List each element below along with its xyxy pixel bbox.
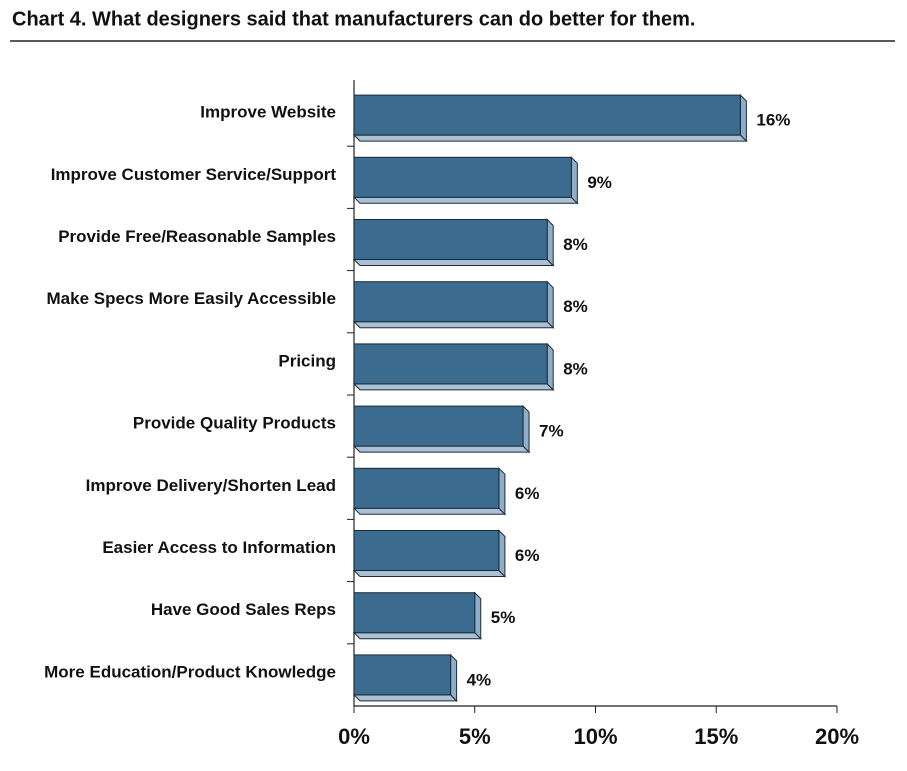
y-tick-label: Improve Website (200, 103, 336, 122)
bar-bottom-face (352, 694, 458, 702)
bar (353, 530, 500, 571)
bar-side-face (498, 467, 506, 516)
bar-bottom-face (352, 321, 555, 329)
bar-side-face (570, 156, 578, 205)
value-label: 5% (491, 608, 516, 627)
y-tick-label: Improve Customer Service/Support (51, 165, 337, 184)
y-tick-label: Improve Delivery/Shorten Lead (86, 476, 336, 495)
value-label: 4% (467, 670, 492, 689)
bar-bottom-face (352, 134, 748, 142)
bar-bottom-face (352, 570, 507, 577)
y-tick-label: Pricing (278, 351, 336, 370)
y-tick-label: More Education/Product Knowledge (44, 662, 336, 681)
value-label: 6% (515, 484, 540, 503)
bar (353, 156, 572, 198)
y-tick-label: Make Specs More Easily Accessible (47, 289, 336, 308)
bar (353, 343, 548, 385)
x-tick-label: 0% (338, 724, 370, 749)
bar-side-face (546, 280, 554, 329)
bar (353, 405, 524, 447)
bar-bottom-face (352, 632, 482, 640)
bar-bottom-face (352, 259, 555, 266)
bar (353, 592, 476, 634)
bar (353, 467, 500, 509)
value-label: 7% (539, 422, 564, 441)
value-label: 16% (756, 111, 790, 130)
x-tick-label: 20% (815, 724, 859, 749)
x-tick-label: 15% (694, 724, 738, 749)
bar-side-face (546, 218, 554, 267)
value-label: 8% (563, 359, 588, 378)
y-tick-label: Easier Access to Information (102, 538, 336, 557)
x-tick-label: 10% (573, 724, 617, 749)
bar (353, 94, 741, 136)
bar-bottom-face (352, 383, 555, 391)
bar-side-face (522, 404, 530, 454)
bar-side-face (474, 591, 482, 640)
bar-side-face (498, 529, 506, 578)
chart-title: Chart 4. What designers said that manufa… (12, 8, 695, 30)
value-label: 8% (563, 235, 588, 254)
x-tick-label: 5% (459, 724, 491, 749)
bar (353, 219, 548, 260)
bar (353, 654, 452, 696)
value-label: 6% (515, 546, 540, 565)
y-tick-label: Provide Free/Reasonable Samples (58, 227, 336, 246)
y-tick-label: Provide Quality Products (133, 414, 336, 433)
bar-side-face (739, 93, 747, 143)
bar-bottom-face (352, 445, 531, 453)
y-tick-label: Have Good Sales Reps (151, 600, 336, 619)
bar-side-face (450, 653, 458, 703)
value-label: 8% (563, 297, 588, 316)
bar-side-face (546, 342, 554, 392)
value-label: 9% (587, 173, 612, 192)
bar (353, 281, 548, 323)
bar-bottom-face (352, 507, 507, 515)
bar-bottom-face (352, 196, 579, 204)
